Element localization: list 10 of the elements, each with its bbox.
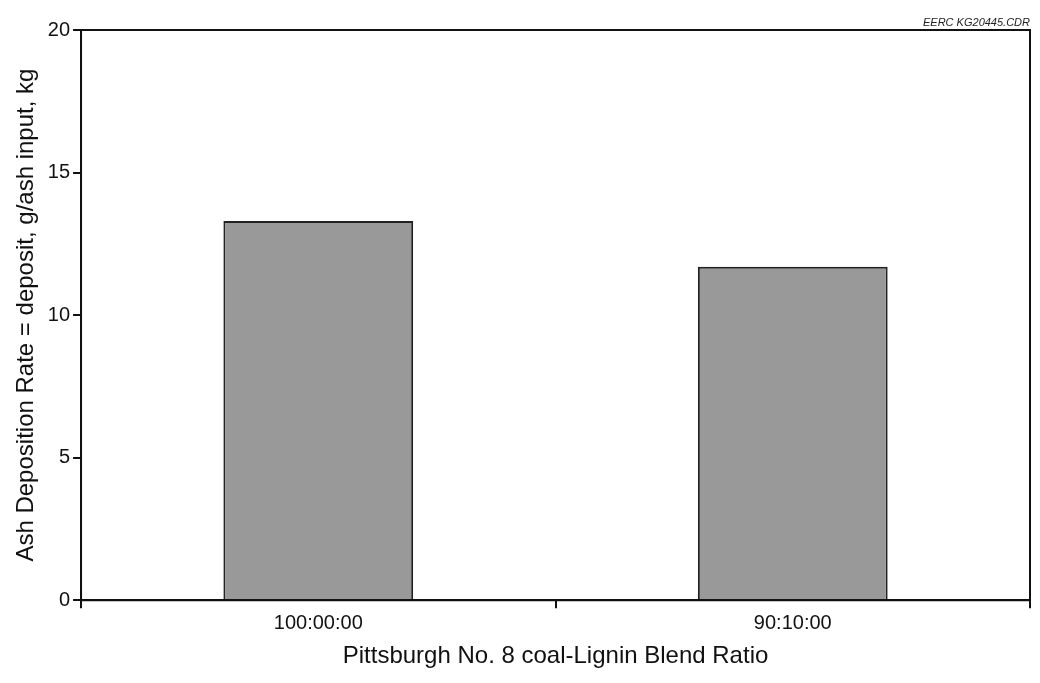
- x-tick-label: 90:10:00: [753, 610, 832, 633]
- y-tick-label: 10: [47, 302, 71, 325]
- x-tick-label: 100:00:00: [273, 610, 363, 633]
- y-tick-label: 15: [47, 160, 71, 183]
- text: EERC KG20445.CDR: [923, 15, 1031, 28]
- x-axis-title: Pittsburgh No. 8 coal-Lignin Blend Ratio: [342, 641, 769, 669]
- y-tick-label: 20: [47, 17, 71, 40]
- y-tick-label: 5: [58, 445, 71, 468]
- y-tick-label: 0: [58, 587, 71, 610]
- y-axis-title: Ash Deposition Rate = deposit, g/ash input, kg: [11, 68, 39, 562]
